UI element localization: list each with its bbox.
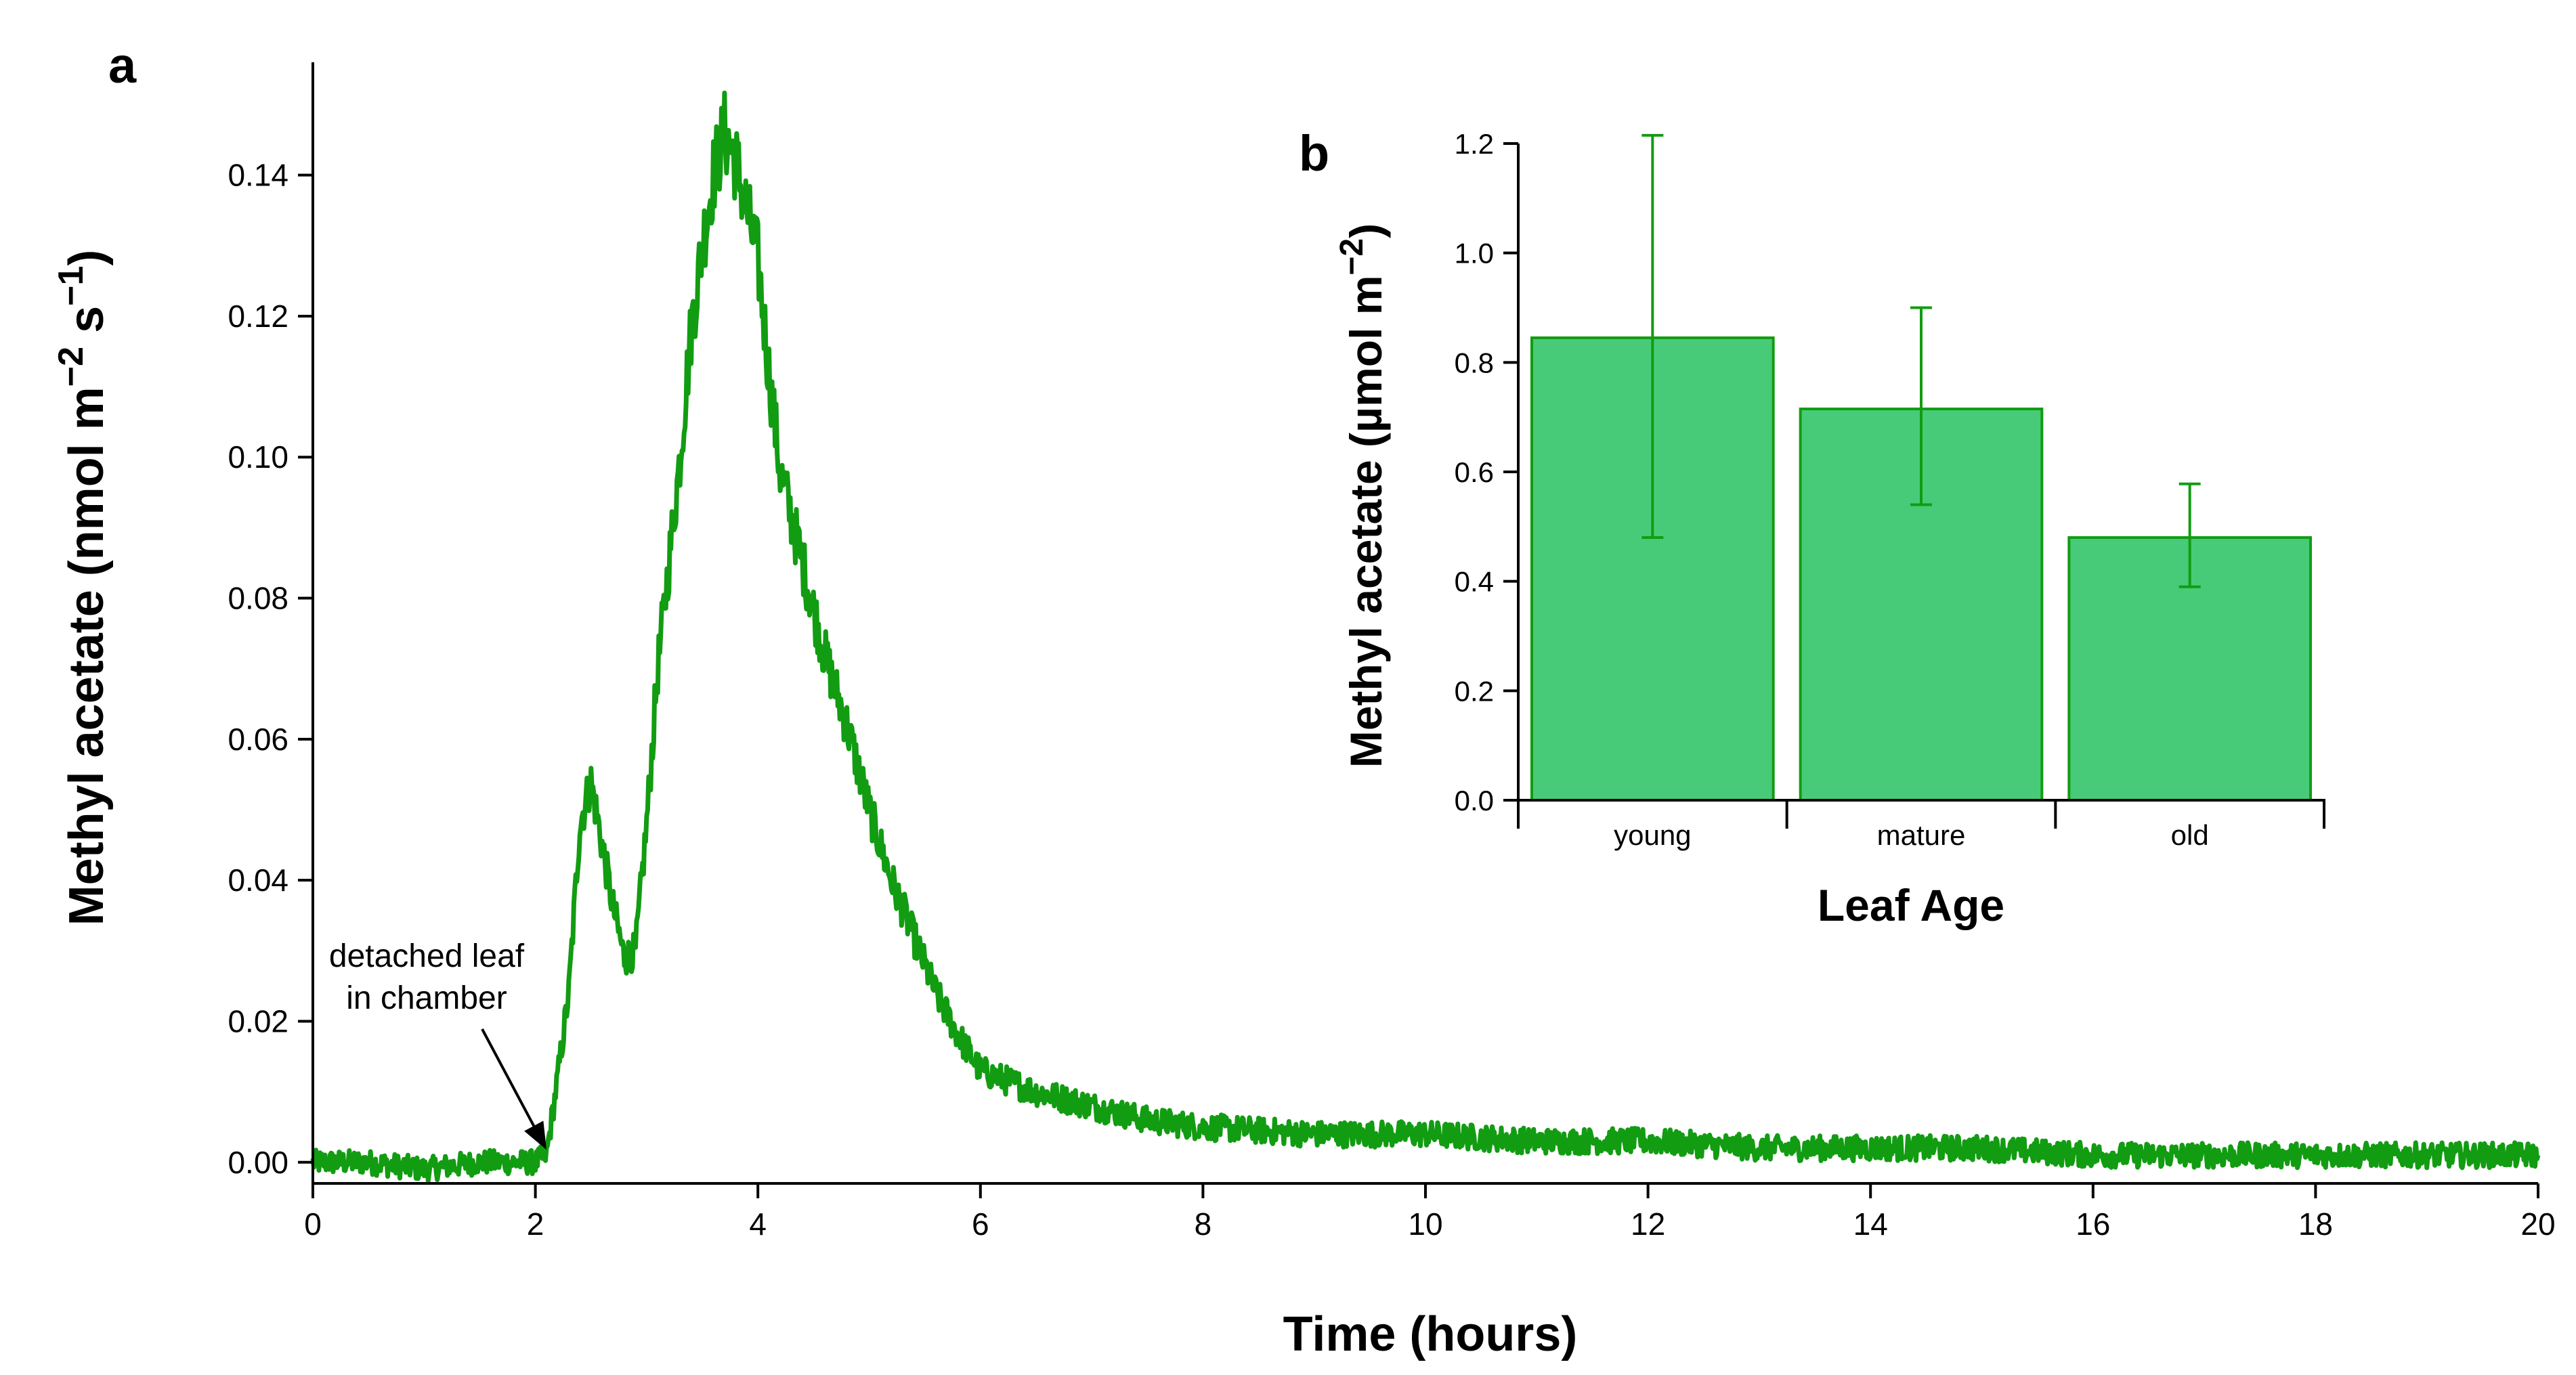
series-line-methyl-acetate (310, 90, 2541, 1183)
y-tick-label-a: 0.12 (228, 299, 288, 334)
y-tick-label-b: 0.4 (1455, 566, 1494, 598)
x-tick-label-a: 18 (2298, 1206, 2333, 1242)
y-tick-label-a: 0.10 (228, 439, 288, 475)
panel-a: a 0.00 0.02 0.04 0.06 0.08 0.10 0.12 0.14 0 2 4 6 8… (51, 37, 2556, 1361)
y-tick-label-a: 0.14 (228, 158, 288, 193)
x-axis-a-ticks: 0 2 4 6 8 10 12 14 16 18 20 (304, 1183, 2556, 1242)
y-tick-label-a: 0.06 (228, 722, 288, 757)
y-tick-label-a: 0.02 (228, 1003, 288, 1039)
x-tick-label-a: 20 (2520, 1206, 2555, 1242)
x-tick-label-a: 12 (1631, 1206, 1665, 1242)
panel-b: b 0.0 0.2 0.4 0.6 0.8 1.0 1.2 young mature old L… (1299, 125, 2325, 930)
y-axis-b-title: Methyl acetate (µmol m−2) (1334, 223, 1391, 768)
y-tick-label-a: 0.00 (228, 1145, 288, 1180)
x-tick-label-a: 6 (972, 1206, 989, 1242)
y-tick-label-a: 0.04 (228, 863, 288, 898)
annotation-line-2: in chamber (346, 980, 507, 1016)
y-tick-label-b: 0.2 (1455, 675, 1494, 707)
x-tick-label-b: mature (1877, 819, 1966, 851)
y-tick-label-b: 0.8 (1455, 347, 1494, 378)
x-tick-label-a: 0 (304, 1206, 322, 1242)
panel-a-label: a (108, 37, 137, 93)
y-tick-label-b: 0.0 (1455, 785, 1494, 816)
annotation-arrow (481, 1028, 535, 1127)
x-tick-label-a: 4 (749, 1206, 767, 1242)
x-tick-label-a: 8 (1195, 1206, 1212, 1242)
y-tick-label-b: 1.2 (1455, 128, 1494, 160)
x-tick-label-b: young (1614, 819, 1691, 851)
y-axis-a-title: Methyl acetate (nmol m−2 s−1) (51, 250, 114, 926)
x-axis-b-ticks: young mature old (1517, 800, 2325, 851)
x-axis-a-title: Time (hours) (1283, 1307, 1578, 1361)
plot-area-a (310, 90, 2541, 1183)
x-tick-label-b: old (2171, 819, 2209, 851)
x-tick-label-a: 2 (527, 1206, 544, 1242)
x-tick-label-a: 16 (2076, 1206, 2110, 1242)
annotation-arrowhead (524, 1120, 547, 1150)
panel-b-label: b (1299, 125, 1329, 181)
x-tick-label-a: 14 (1853, 1206, 1888, 1242)
annotation-line-1: detached leaf (329, 938, 525, 974)
y-axis-b-ticks: 0.0 0.2 0.4 0.6 0.8 1.0 1.2 (1455, 128, 1518, 816)
x-tick-label-a: 10 (1408, 1206, 1442, 1242)
x-axis-b-title: Leaf Age (1818, 880, 2004, 930)
y-axis-a-ticks: 0.00 0.02 0.04 0.06 0.08 0.10 0.12 0.14 (228, 158, 313, 1180)
y-tick-label-b: 0.6 (1455, 456, 1494, 488)
bars-b (1530, 133, 2312, 802)
annotation-detached-leaf: detached leaf in chamber (329, 938, 547, 1150)
y-tick-label-b: 1.0 (1455, 238, 1494, 269)
y-tick-label-a: 0.08 (228, 581, 288, 616)
